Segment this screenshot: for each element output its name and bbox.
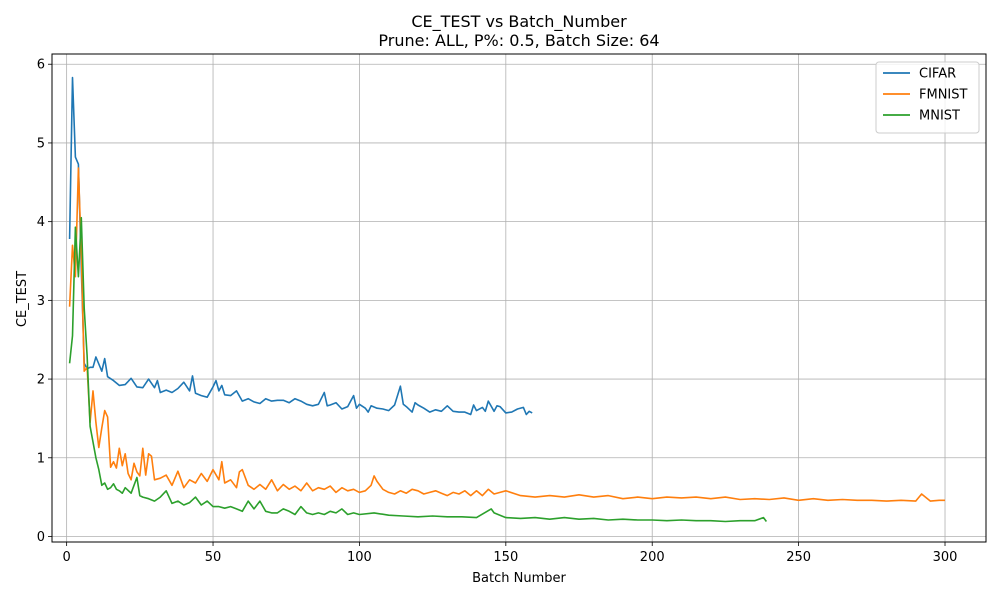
- x-tick-label: 250: [786, 550, 811, 565]
- series-layer: [68, 76, 945, 523]
- x-tick-label: 150: [493, 550, 518, 565]
- series-line-mnist: [68, 216, 768, 523]
- x-tick-label: 0: [62, 550, 70, 565]
- x-tick-label: 100: [347, 550, 372, 565]
- x-axis-label: Batch Number: [472, 571, 566, 586]
- chart-subtitle: Prune: ALL, P%: 0.5, Batch Size: 64: [378, 31, 659, 50]
- legend-label: FMNIST: [919, 88, 968, 103]
- y-tick-label: 6: [37, 58, 45, 73]
- tick-layer: 0 50 100 150 200 250 300 0 1 2 3 4 5 6: [37, 58, 958, 565]
- y-tick-label: 4: [37, 215, 45, 230]
- chart-title: CE_TEST vs Batch_Number: [411, 12, 627, 32]
- y-tick-label: 3: [37, 294, 45, 309]
- x-tick-label: 300: [933, 550, 958, 565]
- series-line-cifar: [68, 76, 533, 416]
- legend-label: CIFAR: [919, 67, 956, 82]
- y-tick-label: 2: [37, 373, 45, 388]
- y-axis-label: CE_TEST: [15, 271, 30, 327]
- x-tick-label: 50: [205, 550, 222, 565]
- series-line-fmnist: [68, 167, 945, 502]
- y-tick-label: 5: [37, 136, 45, 151]
- legend: CIFAR FMNIST MNIST: [875, 61, 980, 134]
- y-tick-label: 0: [37, 530, 45, 545]
- grid-layer: [52, 54, 986, 542]
- legend-label: MNIST: [919, 109, 960, 124]
- x-tick-label: 200: [640, 550, 665, 565]
- y-tick-label: 1: [37, 451, 45, 466]
- plot-frame: [51, 53, 987, 543]
